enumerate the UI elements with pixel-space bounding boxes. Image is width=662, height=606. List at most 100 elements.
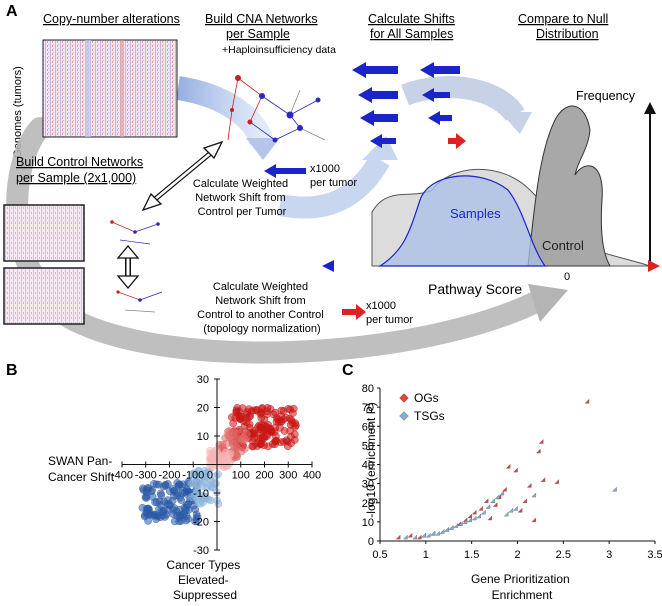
samples-label: Samples bbox=[450, 206, 501, 221]
og-point bbox=[395, 534, 401, 540]
og-point bbox=[407, 532, 413, 538]
scatter-point bbox=[211, 472, 220, 481]
y-tick-label: 30 bbox=[197, 374, 209, 386]
panel-c-xlabel: Gene Prioritization Enrichment bbox=[471, 572, 573, 602]
x-tick-label: -200 bbox=[158, 470, 180, 482]
tsg-point bbox=[421, 532, 427, 538]
frequency-label: Frequency bbox=[576, 89, 636, 103]
y-tick-label: 80 bbox=[362, 383, 374, 395]
y-tick-label: 30 bbox=[362, 479, 374, 491]
tsg-point bbox=[494, 494, 500, 500]
scatter-point bbox=[212, 479, 220, 488]
og-point bbox=[513, 467, 518, 473]
scatter-point bbox=[214, 500, 223, 508]
scatter-point bbox=[267, 428, 276, 436]
tsg-point bbox=[458, 521, 463, 526]
tsg-point bbox=[430, 530, 436, 536]
y-tick-label: 60 bbox=[362, 421, 374, 433]
scatter-point bbox=[221, 434, 229, 442]
og-point bbox=[478, 505, 483, 511]
y-tick-label: -10 bbox=[193, 488, 209, 500]
og-point bbox=[535, 448, 541, 454]
tsg-point bbox=[403, 534, 408, 540]
tsg-point bbox=[508, 507, 514, 513]
x-tick-label-zero: 0 bbox=[207, 470, 213, 482]
y-tick-label: 20 bbox=[362, 498, 374, 510]
og-point bbox=[505, 463, 511, 469]
blue-shift-arrow bbox=[264, 164, 306, 178]
tsg-point bbox=[467, 517, 472, 523]
og-point bbox=[502, 486, 507, 492]
y-tick-label: 50 bbox=[362, 440, 374, 452]
tsg-point bbox=[448, 525, 454, 530]
y-tick-label: 20 bbox=[197, 403, 209, 415]
scatter-point bbox=[280, 427, 289, 435]
scatter-point bbox=[235, 407, 244, 416]
scatter-point bbox=[170, 517, 179, 526]
scatter-point bbox=[206, 496, 215, 505]
scatter-point bbox=[144, 517, 152, 525]
control-distribution bbox=[527, 105, 611, 267]
scatter-point bbox=[228, 430, 237, 438]
og-point bbox=[522, 498, 527, 504]
scatter-point bbox=[277, 406, 286, 415]
x-tick-label: 3 bbox=[606, 549, 612, 561]
scatter-point bbox=[219, 461, 227, 470]
scatter-point bbox=[291, 419, 300, 427]
tsg-point bbox=[485, 504, 491, 509]
og-point bbox=[538, 439, 544, 444]
scatter-point bbox=[182, 516, 190, 525]
scatter-point bbox=[163, 505, 172, 514]
scatter-point bbox=[237, 435, 246, 443]
og-point bbox=[526, 482, 532, 488]
pathway-score-label: Pathway Score bbox=[428, 281, 522, 297]
tsg-point bbox=[476, 513, 482, 519]
header-compare-2: Distribution bbox=[536, 27, 599, 41]
x-tick-label: 0.5 bbox=[372, 549, 387, 561]
tsg-point bbox=[612, 486, 617, 492]
scatter-point bbox=[184, 500, 192, 509]
og-point bbox=[471, 509, 477, 515]
scatter-point bbox=[218, 440, 227, 449]
tsg-point bbox=[531, 492, 537, 498]
og-point bbox=[517, 507, 523, 513]
cna-heatmap bbox=[42, 39, 178, 138]
y-tick-label: -30 bbox=[193, 545, 209, 557]
tsg-point bbox=[462, 519, 468, 525]
scatter-point bbox=[286, 405, 295, 414]
scatter-point bbox=[152, 480, 161, 489]
legend-tsg-marker bbox=[399, 411, 409, 421]
scatter-point bbox=[237, 447, 246, 456]
scatter-point bbox=[178, 480, 187, 489]
og-point bbox=[584, 398, 590, 404]
scatter-point bbox=[192, 510, 201, 519]
zero-label: 0 bbox=[564, 271, 570, 283]
og-point bbox=[531, 517, 537, 523]
legend-tsg-label: TSGs bbox=[414, 409, 445, 423]
scatter-point bbox=[181, 488, 189, 496]
x-tick-label: 300 bbox=[279, 470, 297, 482]
tsg-point bbox=[425, 532, 431, 538]
panel-a-letter: A bbox=[6, 3, 18, 20]
panel-c-ylabel: -log10 (enrichment P) bbox=[364, 402, 378, 517]
scatter-point bbox=[245, 420, 254, 428]
scatter-point bbox=[272, 436, 281, 445]
control-network bbox=[110, 220, 163, 313]
scatter-point bbox=[248, 437, 257, 445]
tsg-point bbox=[435, 530, 440, 536]
x-tick-label: 3.5 bbox=[647, 549, 662, 561]
double-arrow-diagonal bbox=[141, 140, 224, 212]
control-label: Control bbox=[542, 238, 584, 253]
scatter-point bbox=[282, 413, 291, 422]
tsg-point bbox=[513, 505, 518, 511]
scatter-point bbox=[263, 432, 271, 441]
scatter-point bbox=[196, 499, 205, 508]
header-cna: Copy-number alterations bbox=[43, 12, 180, 26]
scatter-point bbox=[236, 415, 244, 423]
scatter-point bbox=[153, 511, 162, 520]
og-point bbox=[487, 515, 493, 521]
x-tick-label: 2.5 bbox=[556, 549, 571, 561]
header-build-cna-1: Build CNA Networks bbox=[205, 12, 318, 26]
og-point bbox=[483, 498, 489, 504]
